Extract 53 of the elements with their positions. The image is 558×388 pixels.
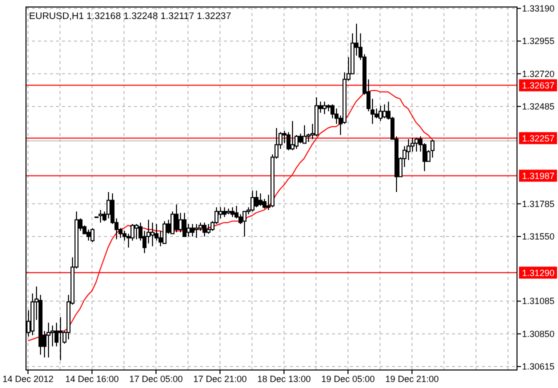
x-tick-label: 19 Dec 21:00 — [385, 374, 439, 384]
y-tick-label: 1.31550 — [522, 231, 555, 242]
y-tick-label: 1.33190 — [522, 3, 555, 14]
candlestick — [414, 137, 418, 152]
candlestick — [250, 190, 254, 212]
candlestick — [174, 204, 178, 233]
y-tick-label: 1.30615 — [522, 362, 555, 372]
candlestick — [106, 191, 110, 219]
x-tick-label: 18 Dec 13:00 — [257, 374, 311, 384]
y-tick-label: 1.32720 — [522, 68, 555, 79]
x-tick-label: 17 Dec 05:00 — [129, 374, 183, 384]
candlestick — [190, 223, 194, 237]
ref-line-label: 1.31290 — [522, 268, 555, 278]
candlestick — [322, 101, 326, 115]
ref-line-label: 1.32637 — [522, 80, 555, 90]
x-tick-label: 14 Dec 16:00 — [65, 374, 119, 384]
candlestick — [46, 322, 50, 358]
candlestick — [254, 190, 258, 208]
candlestick — [134, 223, 138, 240]
candlestick — [222, 206, 226, 218]
y-tick-label: 1.31085 — [522, 296, 555, 306]
candlestick — [86, 229, 90, 242]
x-tick-label: 14 Dec 2012 — [2, 374, 54, 384]
ref-line-label: 1.31987 — [522, 170, 555, 181]
x-tick-label: 19 Dec 05:00 — [321, 374, 375, 384]
candlestick — [98, 210, 102, 224]
y-tick-label: 1.32485 — [522, 101, 555, 112]
candlestick — [202, 222, 206, 237]
candlestick — [194, 223, 198, 238]
candlestick — [302, 124, 306, 144]
candlestick — [90, 228, 94, 243]
candlestick — [58, 316, 62, 361]
candlestick — [430, 138, 434, 158]
y-tick-label: 1.32955 — [522, 36, 555, 46]
ref-line-label: 1.32257 — [522, 133, 555, 144]
candlestick — [178, 212, 182, 233]
candlestick — [298, 133, 302, 144]
candlestick — [290, 120, 294, 151]
candlestick — [382, 104, 386, 119]
candlestick — [150, 222, 154, 247]
candlestick — [186, 223, 190, 237]
candlestick — [230, 206, 234, 218]
y-tick-label: 1.30850 — [522, 328, 555, 339]
candlestick — [162, 220, 166, 244]
x-tick-label: 17 Dec 21:00 — [193, 374, 247, 384]
candlestick — [182, 212, 186, 237]
candlestick — [218, 206, 222, 219]
candlestick — [206, 223, 210, 234]
candlestick — [242, 210, 246, 237]
chart-title: EURUSD,H1 1.32168 1.32248 1.32117 1.32237 — [29, 11, 232, 22]
y-tick-label: 1.31785 — [522, 198, 555, 209]
candlestick — [378, 105, 382, 122]
candlestick — [258, 192, 262, 206]
